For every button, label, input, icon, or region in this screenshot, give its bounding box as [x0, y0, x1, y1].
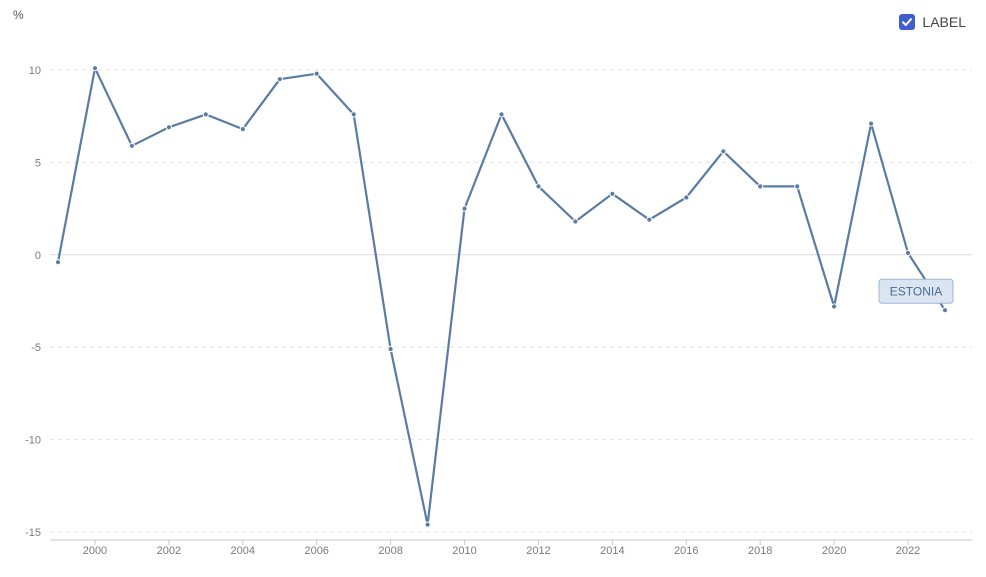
- legend-label: LABEL: [922, 14, 966, 30]
- data-point[interactable]: [683, 194, 690, 201]
- series-line: [56, 67, 947, 526]
- x-tick-label: 2008: [378, 545, 402, 557]
- x-tick-label: 2004: [231, 545, 255, 557]
- data-point[interactable]: [757, 183, 764, 190]
- data-point[interactable]: [535, 183, 542, 190]
- x-tick-label: 2010: [452, 545, 476, 557]
- data-point[interactable]: [831, 303, 838, 310]
- data-point[interactable]: [720, 148, 727, 155]
- data-point[interactable]: [498, 111, 505, 118]
- x-tick-label: 2018: [748, 545, 772, 557]
- series-tag-label: ESTONIA: [890, 285, 942, 299]
- data-point[interactable]: [868, 120, 875, 127]
- data-point[interactable]: [239, 126, 246, 133]
- data-point[interactable]: [276, 76, 283, 83]
- data-point[interactable]: [941, 307, 949, 314]
- x-axis-tick-labels: 2000 2002 2004 2006 2008 2010 2012 2014 2016 2018…: [83, 540, 920, 557]
- x-tick-label: 2000: [83, 545, 107, 557]
- series-name-tag: ESTONIA: [878, 278, 954, 304]
- data-point[interactable]: [350, 111, 357, 118]
- data-point[interactable]: [424, 521, 431, 528]
- data-point[interactable]: [91, 65, 99, 72]
- y-axis-tick-labels: 10 5 0 -5 -10 -15: [25, 65, 41, 539]
- x-tick-label: 2016: [674, 545, 698, 557]
- data-point[interactable]: [202, 111, 209, 118]
- x-tick-label: 2012: [526, 545, 550, 557]
- y-tick-label: -5: [31, 342, 41, 354]
- x-tick-label: 2006: [304, 545, 328, 557]
- x-tick-label: 2020: [822, 545, 846, 557]
- data-point[interactable]: [387, 345, 394, 353]
- data-point[interactable]: [609, 190, 616, 197]
- checkmark-icon: [902, 18, 913, 26]
- y-tick-label: 5: [35, 157, 41, 169]
- data-point[interactable]: [904, 249, 912, 257]
- data-point[interactable]: [646, 216, 653, 223]
- x-tick-label: 2002: [157, 545, 181, 557]
- legend-checkbox[interactable]: [899, 14, 916, 30]
- series-layer: [54, 65, 949, 528]
- x-tick-label: 2022: [896, 545, 920, 557]
- data-point[interactable]: [128, 142, 135, 149]
- y-tick-label: -10: [25, 435, 41, 447]
- x-tick-label: 2014: [600, 545, 624, 557]
- y-tick-label: 10: [29, 65, 41, 77]
- series-tag-layer: ESTONIA: [878, 278, 954, 304]
- data-point[interactable]: [572, 218, 579, 225]
- y-axis-unit-label: %: [13, 8, 24, 22]
- y-tick-label: 0: [35, 250, 41, 262]
- data-point[interactable]: [54, 259, 62, 266]
- y-tick-label: -15: [25, 527, 41, 539]
- data-point[interactable]: [794, 183, 801, 190]
- legend-toggle[interactable]: LABEL: [899, 14, 966, 30]
- data-point[interactable]: [165, 124, 172, 131]
- data-point[interactable]: [313, 70, 320, 77]
- series-tag-box: [878, 278, 954, 304]
- data-point[interactable]: [461, 205, 468, 212]
